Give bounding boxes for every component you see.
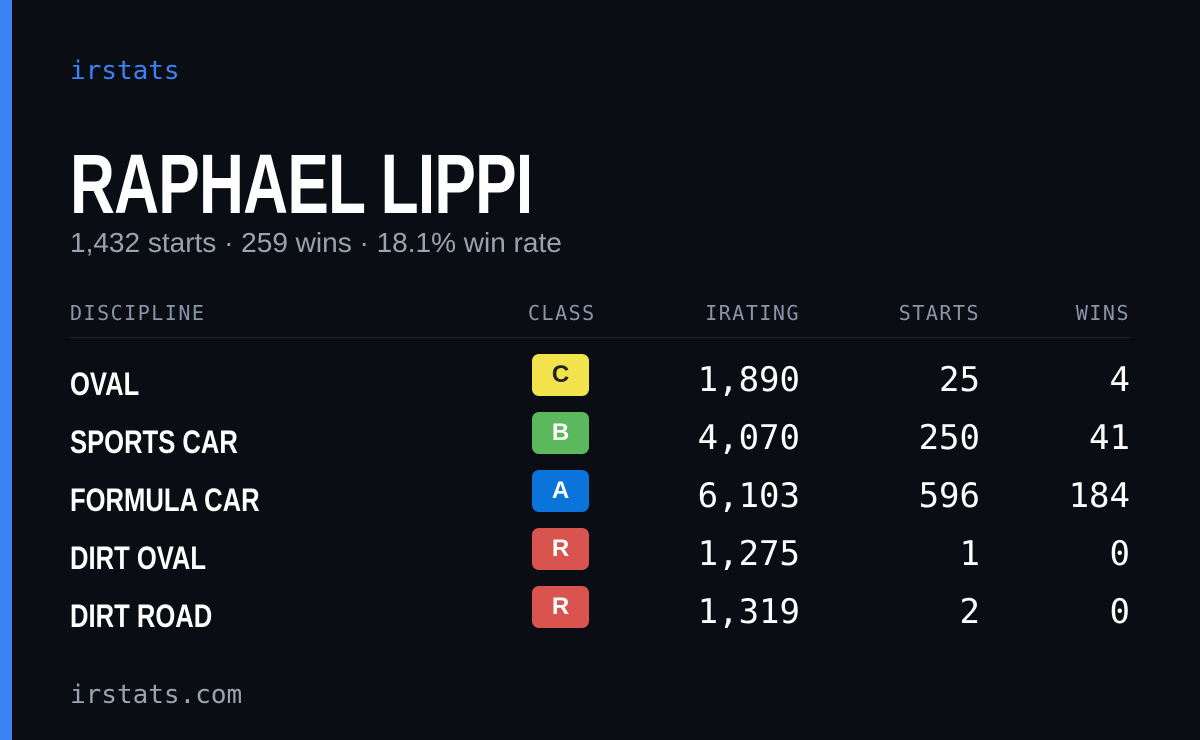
starts: 2 [959,592,980,632]
wins: 4 [1109,360,1130,400]
class-badge: C [532,354,589,396]
class-badge: A [532,470,589,512]
discipline: FORMULA CAR [70,482,260,518]
accent-bar [0,0,12,740]
irating: 1,319 [697,592,800,632]
irating: 1,890 [697,360,800,400]
footer: irstats.com [70,680,243,710]
class-badge: B [532,412,589,454]
irating: 6,103 [697,476,800,516]
discipline: OVAL [70,366,140,402]
irating: 4,070 [697,418,800,458]
column-header: WINS [1075,301,1130,325]
starts: 596 [918,476,980,516]
starts: 25 [939,360,980,400]
starts: 1 [959,534,980,574]
discipline: DIRT ROAD [70,598,213,634]
discipline: DIRT OVAL [70,540,207,576]
starts: 250 [918,418,980,458]
wins: 41 [1089,418,1130,458]
wins: 0 [1109,534,1130,574]
wins: 184 [1068,476,1130,516]
driver-summary: 1,432 starts · 259 wins · 18.1% win rate [70,227,562,258]
discipline: SPORTS CAR [70,424,238,460]
header-rule [70,337,1130,338]
brand: irstats [70,56,180,86]
column-header: DISCIPLINE [70,301,206,325]
driver-name: RAPHAEL LIPPI [70,137,533,231]
column-header: IRATING [705,301,800,325]
class-badge: R [532,528,589,570]
class-badge: R [532,586,589,628]
column-header: CLASS [528,301,596,325]
wins: 0 [1109,592,1130,632]
column-header: STARTS [898,301,980,325]
irating: 1,275 [697,534,800,574]
